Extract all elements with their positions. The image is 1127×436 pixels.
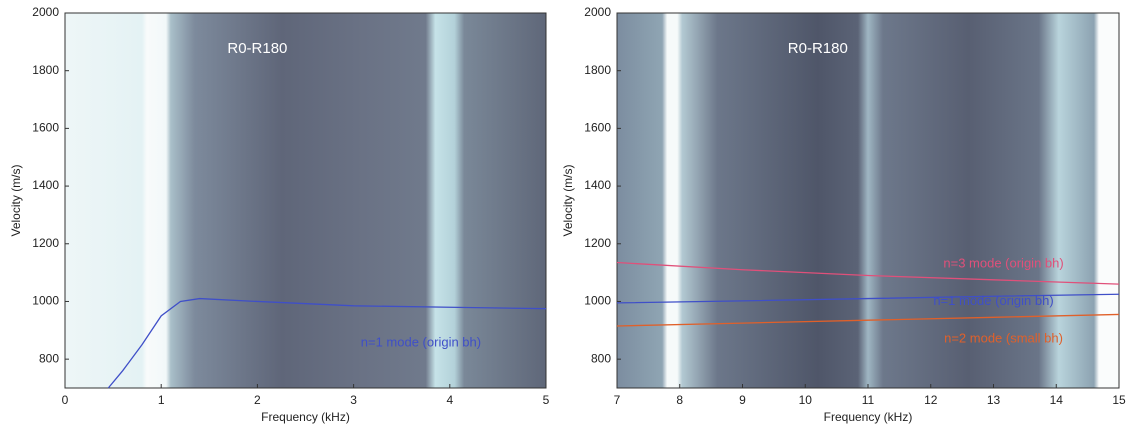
y-tick-label: 1200	[584, 236, 611, 250]
x-tick-label: 11	[862, 393, 875, 407]
y-axis-label: Velocity (m/s)	[561, 164, 575, 236]
y-tick-label: 2000	[584, 5, 611, 19]
x-tick-label: 14	[1050, 393, 1064, 407]
x-tick-label: 2	[254, 393, 261, 407]
y-tick-label: 800	[591, 351, 611, 365]
y-tick-label: 800	[39, 351, 59, 365]
x-tick-label: 8	[676, 393, 683, 407]
y-tick-label: 1400	[32, 178, 59, 192]
y-tick-label: 1600	[32, 121, 59, 135]
panel-title: R0-R180	[788, 40, 848, 57]
x-tick-label: 13	[987, 393, 1001, 407]
y-tick-label: 1800	[32, 63, 59, 77]
x-axis-label: Frequency (kHz)	[261, 410, 350, 424]
spectrogram-background	[617, 13, 1119, 388]
series-line	[616, 313, 1120, 327]
x-tick-label: 4	[446, 393, 453, 407]
spectrogram-background	[65, 13, 546, 388]
x-tick-label: 1	[158, 393, 165, 407]
y-tick-label: 1400	[584, 178, 611, 192]
series-label: n=1 mode (origin bh)	[361, 334, 481, 349]
series-line	[616, 261, 1120, 285]
x-tick-label: 5	[543, 393, 550, 407]
x-tick-label: 7	[614, 393, 621, 407]
x-axis-label: Frequency (kHz)	[824, 410, 913, 424]
y-tick-label: 1200	[32, 236, 59, 250]
x-tick-label: 3	[350, 393, 357, 407]
series-label: n=1 mode (origin bh)	[933, 293, 1053, 308]
y-tick-label: 1800	[584, 63, 611, 77]
y-tick-label: 1000	[32, 294, 59, 308]
x-tick-label: 15	[1112, 393, 1126, 407]
x-tick-label: 10	[799, 393, 813, 407]
y-axis-label: Velocity (m/s)	[9, 164, 23, 236]
panel-title: R0-R180	[227, 40, 287, 57]
x-tick-label: 12	[924, 393, 938, 407]
x-tick-label: 0	[62, 393, 69, 407]
series-label: n=3 mode (origin bh)	[943, 256, 1063, 271]
series-line	[616, 293, 1120, 304]
y-tick-label: 2000	[32, 5, 59, 19]
y-tick-label: 1600	[584, 121, 611, 135]
series-line	[107, 297, 547, 389]
y-tick-label: 1000	[584, 294, 611, 308]
series-label: n=2 mode (small bh)	[944, 331, 1063, 346]
x-tick-label: 9	[739, 393, 746, 407]
plot-frame	[64, 12, 547, 389]
